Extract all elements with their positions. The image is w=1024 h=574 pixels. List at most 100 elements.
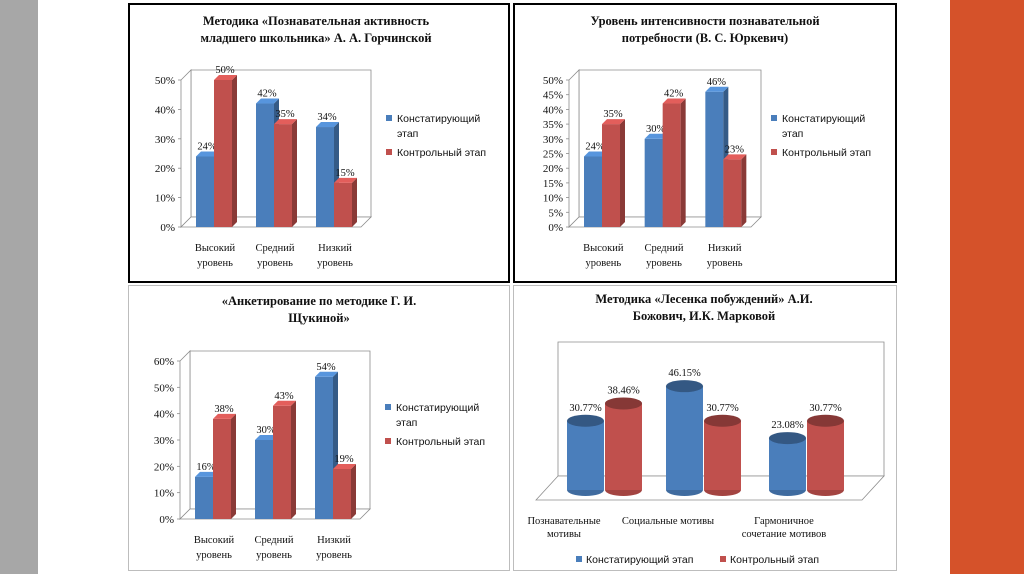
- legend-swatch: [385, 438, 391, 444]
- category-label: Социальные мотивы: [622, 516, 714, 527]
- bar-front: [602, 124, 620, 227]
- data-label: 23%: [725, 144, 745, 155]
- cylinder-body: [807, 420, 844, 490]
- category-label: уровень: [196, 550, 232, 561]
- bar-side: [292, 119, 297, 227]
- chart-title: потребности (В. С. Юркевич): [622, 31, 788, 45]
- data-label: 38%: [214, 404, 234, 415]
- category-label: уровень: [257, 258, 293, 269]
- bar-control: [605, 397, 642, 496]
- chart-title: Уровень интенсивности познавательной: [590, 14, 819, 28]
- data-label: 23.08%: [771, 420, 804, 431]
- data-label: 43%: [274, 391, 294, 402]
- bar-front: [334, 182, 352, 227]
- legend-swatch: [576, 556, 582, 562]
- chart-title: «Анкетирование по методике Г. И.: [222, 294, 416, 308]
- bar-side: [352, 177, 357, 227]
- bar-control: [333, 463, 356, 519]
- legend-label: этап: [396, 417, 417, 429]
- data-label: 42%: [664, 89, 684, 100]
- y-tick-label: 50%: [155, 75, 175, 87]
- bar-front: [273, 405, 291, 519]
- bar-side: [231, 413, 236, 519]
- y-tick-label: 10%: [543, 193, 563, 205]
- legend-swatch: [386, 149, 392, 155]
- chart-panel-gorchinskaya: Методика «Познавательная активность младш…: [128, 3, 510, 283]
- cylinder-top: [807, 414, 844, 427]
- category-label: Средний: [645, 243, 684, 254]
- legend-label: Контрольный этап: [730, 554, 819, 566]
- category-label: Высокий: [583, 243, 624, 254]
- bar-front: [315, 376, 333, 519]
- bar-front: [662, 103, 681, 227]
- bar-top: [255, 435, 278, 440]
- legend-label: Контрольный этап: [397, 147, 486, 159]
- category-label: Низкий: [318, 243, 352, 254]
- bar-side: [680, 98, 686, 228]
- right-decor-bar: [950, 0, 1024, 574]
- y-tick-label: 30%: [155, 134, 175, 146]
- chart-yurkevich: Уровень интенсивности познавательной потр…: [543, 14, 871, 269]
- bar-top: [602, 119, 625, 125]
- bar-top: [316, 122, 339, 128]
- bar-front: [255, 440, 273, 519]
- category-label: Высокий: [194, 535, 235, 546]
- legend-swatch: [385, 404, 391, 410]
- bar-side: [291, 400, 296, 519]
- y-tick-label: 45%: [543, 90, 563, 102]
- bar-top: [195, 471, 218, 477]
- category-label: Средний: [256, 243, 295, 254]
- data-label: 19%: [334, 454, 354, 465]
- y-tick-label: 40%: [543, 104, 563, 116]
- cylinder-body: [666, 386, 703, 490]
- data-label: 15%: [335, 168, 355, 179]
- y-tick-label: 5%: [548, 207, 563, 219]
- bar-control: [723, 154, 747, 227]
- bar-front: [214, 80, 232, 227]
- legend-label: Констатирующий этап: [586, 554, 693, 566]
- data-label: 30.77%: [706, 403, 739, 414]
- y-tick-label: 15%: [543, 178, 563, 190]
- category-label: Высокий: [195, 243, 236, 254]
- data-label: 24%: [197, 141, 217, 152]
- y-tick-label: 30%: [154, 435, 174, 447]
- data-label: 38.46%: [607, 385, 640, 396]
- bar-front: [256, 103, 274, 227]
- y-tick-label: 30%: [543, 134, 563, 146]
- bar-control: [334, 177, 357, 227]
- data-label: 30.77%: [569, 403, 602, 414]
- y-tick-label: 50%: [154, 382, 174, 394]
- cylinder-top: [769, 432, 806, 445]
- legend-label: этап: [397, 128, 418, 140]
- bar-top: [644, 133, 668, 139]
- data-label: 46.15%: [668, 368, 701, 379]
- bar-control: [273, 400, 296, 519]
- bar-control: [214, 75, 237, 227]
- data-label: 24%: [585, 141, 605, 152]
- cylinder-body: [704, 420, 741, 490]
- category-label: сочетание мотивов: [742, 529, 827, 540]
- chart-shchukina: «Анкетирование по методике Г. И. Щукиной»…: [154, 294, 485, 561]
- bar-top: [256, 98, 279, 104]
- y-tick-label: 50%: [543, 75, 563, 87]
- legend-label: этап: [782, 128, 803, 140]
- y-tick-label: 10%: [154, 488, 174, 500]
- legend-label: Констатирующий: [782, 113, 865, 125]
- category-label: уровень: [256, 550, 292, 561]
- bar-front: [274, 124, 292, 227]
- bar-side: [741, 154, 747, 227]
- chart-title: младшего школьника» А. А. Горчинской: [200, 31, 431, 45]
- bar-top: [662, 98, 686, 104]
- bar-control: [704, 414, 741, 496]
- bar-top: [274, 119, 297, 125]
- legend-swatch: [386, 115, 392, 121]
- bar-top: [723, 154, 747, 160]
- category-label: Познавательные: [527, 516, 600, 527]
- legend-swatch: [771, 115, 777, 121]
- category-label: уровень: [707, 258, 743, 269]
- bar-side: [232, 75, 237, 227]
- data-label: 54%: [316, 362, 336, 373]
- bar-top: [213, 413, 236, 419]
- cylinder-top: [666, 380, 703, 393]
- y-tick-label: 60%: [154, 356, 174, 368]
